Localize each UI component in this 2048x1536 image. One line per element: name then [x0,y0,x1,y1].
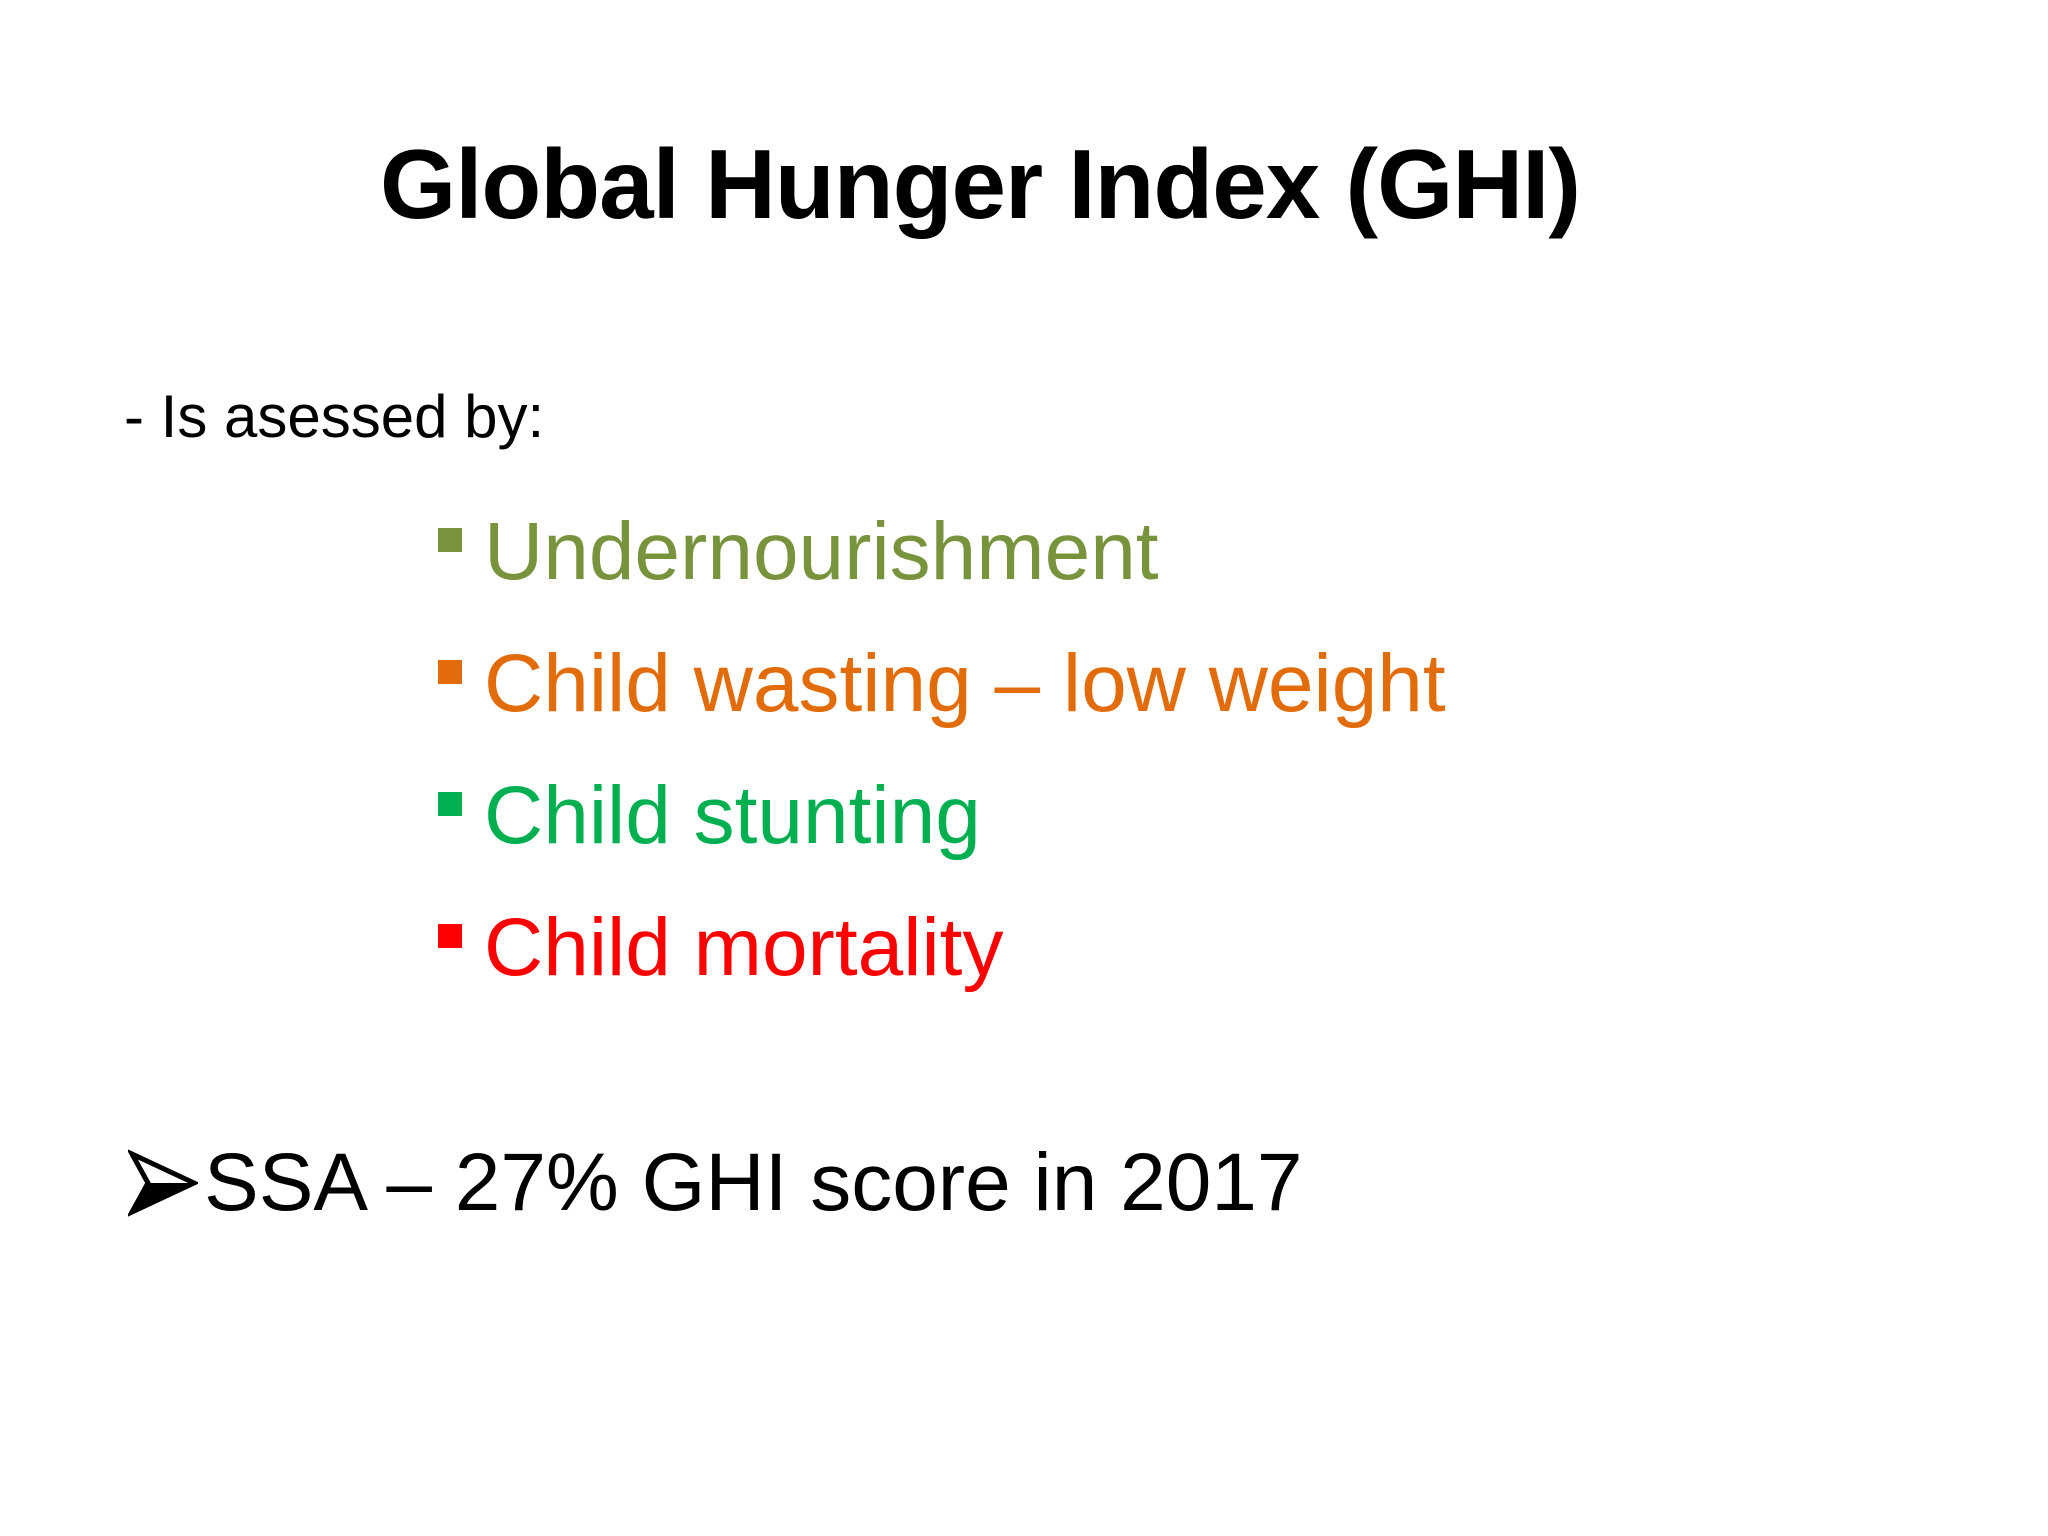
bullet-label: Child mortality [484,902,1004,993]
intro-text: - Is asessed by: [124,383,545,450]
bullet-label: Child wasting – low weight [484,638,1446,729]
bullet-label: Child stunting [484,770,981,861]
list-item-child-wasting: Child wasting – low weight [438,618,1446,750]
square-bullet-icon [438,528,462,552]
list-item-undernourishment: Undernourishment [438,486,1446,618]
square-bullet-icon [438,660,462,684]
square-bullet-icon [438,792,462,816]
slide-title: Global Hunger Index (GHI) [379,129,1581,239]
indicator-list: Undernourishment Child wasting – low wei… [438,486,1446,1014]
summary-line: SSA – 27% GHI score in 2017 [126,1136,1303,1230]
arrow-bullet-icon [126,1148,200,1218]
list-item-child-mortality: Child mortality [438,882,1446,1014]
summary-text: SSA – 27% GHI score in 2017 [204,1137,1303,1228]
square-bullet-icon [438,924,462,948]
bullet-label: Undernourishment [484,506,1159,597]
list-item-child-stunting: Child stunting [438,750,1446,882]
